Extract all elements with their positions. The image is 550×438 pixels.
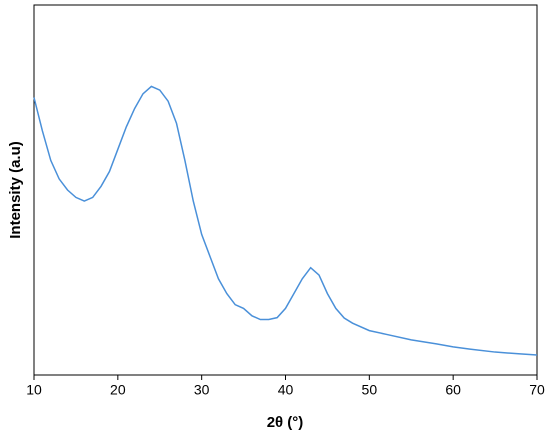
data-line <box>33 85 538 356</box>
x-tick-label: 60 <box>445 382 461 398</box>
x-tick-label: 40 <box>278 382 294 398</box>
x-tick-label: 20 <box>110 382 126 398</box>
x-axis-title: 2θ (°) <box>267 414 304 431</box>
x-tick-label: 10 <box>26 382 42 398</box>
x-tick-label: 70 <box>529 382 545 398</box>
plot-frame <box>33 4 538 376</box>
x-tick-label: 50 <box>362 382 378 398</box>
x-tick-label: 30 <box>194 382 210 398</box>
y-axis-title: Intensity (a.u) <box>7 141 24 239</box>
